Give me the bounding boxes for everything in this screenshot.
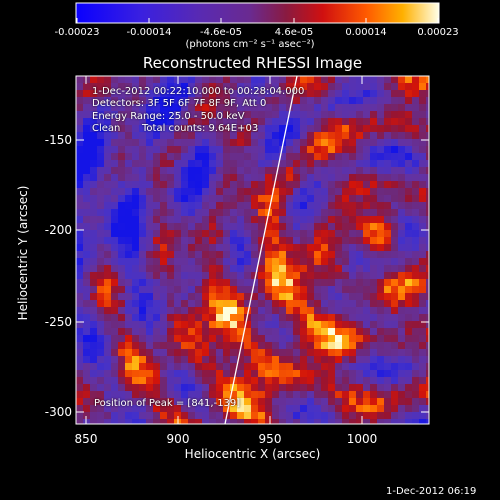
plot-frame bbox=[75, 75, 430, 425]
y-axis-ticks bbox=[76, 139, 429, 413]
x-tick-label: 1000 bbox=[346, 432, 378, 446]
x-tick-label: 950 bbox=[258, 432, 282, 446]
plot-title: Reconstructed RHESSI Image bbox=[142, 54, 363, 72]
colorbar-ticks bbox=[76, 18, 439, 23]
x-tick-label: 850 bbox=[74, 432, 98, 446]
solar-limb bbox=[224, 76, 298, 424]
y-tick-label: -150 bbox=[44, 133, 72, 147]
y-tick-label: -200 bbox=[44, 223, 72, 237]
y-tick-label: -300 bbox=[44, 405, 72, 419]
colorbar-unit-label: (photons cm⁻² s⁻¹ asec⁻²) bbox=[185, 39, 315, 50]
clean-text: Clean bbox=[92, 123, 121, 134]
total-counts-text: Total counts: 9.64E+03 bbox=[142, 123, 259, 134]
image-pixels bbox=[76, 76, 429, 424]
y-axis-label: Heliocentric Y (arcsec) bbox=[16, 185, 30, 321]
footer-timestamp: 1-Dec-2012 06:19 bbox=[386, 486, 477, 497]
colorbar-tick-label: 4.6e-05 bbox=[274, 27, 314, 38]
x-tick-label: 900 bbox=[166, 432, 190, 446]
colorbar-tick-label: -4.6e-05 bbox=[200, 27, 242, 38]
peak-position-text: Position of Peak = [841,-139] bbox=[94, 398, 241, 409]
y-tick-label: -250 bbox=[44, 315, 72, 329]
x-axis-ticks bbox=[85, 76, 363, 424]
colorbar bbox=[75, 2, 440, 24]
colorbar-tick-label: -0.00014 bbox=[126, 27, 172, 38]
colorbar-tick-label: 0.00023 bbox=[417, 27, 459, 38]
energy-range-text: Energy Range: 25.0 - 50.0 keV bbox=[92, 111, 245, 122]
colorbar-tick-label: 0.00014 bbox=[345, 27, 387, 38]
x-axis-label: Heliocentric X (arcsec) bbox=[184, 447, 321, 461]
time-range-text: 1-Dec-2012 00:22:10.000 to 00:28:04.000 bbox=[92, 86, 305, 97]
colorbar-tick-label: -0.00023 bbox=[54, 27, 100, 38]
detectors-text: Detectors: 3F 5F 6F 7F 8F 9F, Att 0 bbox=[92, 98, 267, 109]
